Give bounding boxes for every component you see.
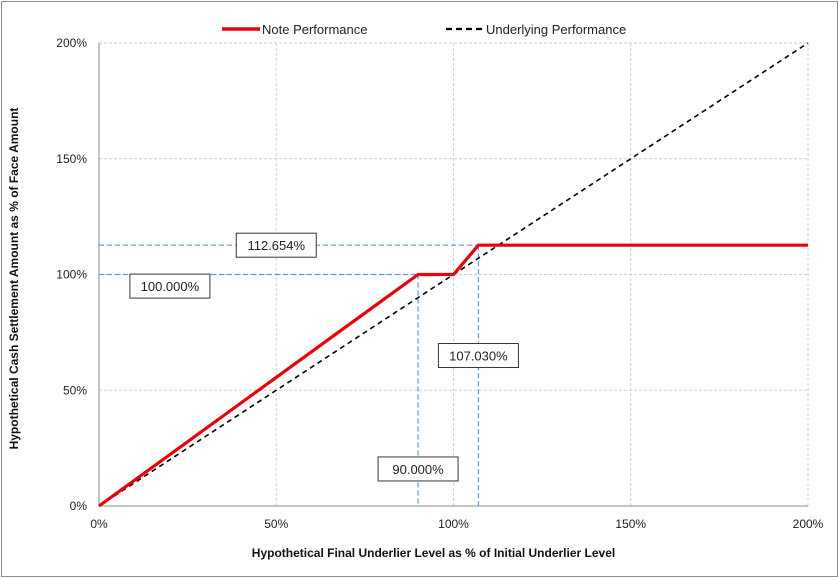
annotation-box [235,232,317,258]
y-tick-label: 150% [56,152,87,166]
annotation-label: 112.654% [247,238,305,253]
x-tick-label: 0% [90,517,108,531]
legend-label: Note Performance [262,22,368,37]
annotation-box [437,343,519,369]
x-tick-label: 150% [615,517,646,531]
y-tick-label: 50% [63,383,87,397]
y-axis-title: Hypothetical Cash Settlement Amount as %… [7,108,21,450]
annotation-label: 107.030% [449,349,508,364]
legend-label: Underlying Performance [486,22,626,37]
x-axis-title: Hypothetical Final Underlier Level as % … [252,546,615,560]
x-tick-label: 200% [793,517,824,531]
x-tick-label: 50% [264,517,288,531]
annotation-label: 90.000% [392,462,444,477]
annotation-box [129,273,211,299]
x-tick-label: 100% [438,517,469,531]
annotation-label: 100.000% [141,279,200,294]
y-tick-label: 200% [56,36,87,50]
y-tick-label: 0% [70,499,88,513]
note-performance-line [98,243,808,508]
annotation-box [377,456,459,482]
y-tick-label: 100% [56,268,87,282]
